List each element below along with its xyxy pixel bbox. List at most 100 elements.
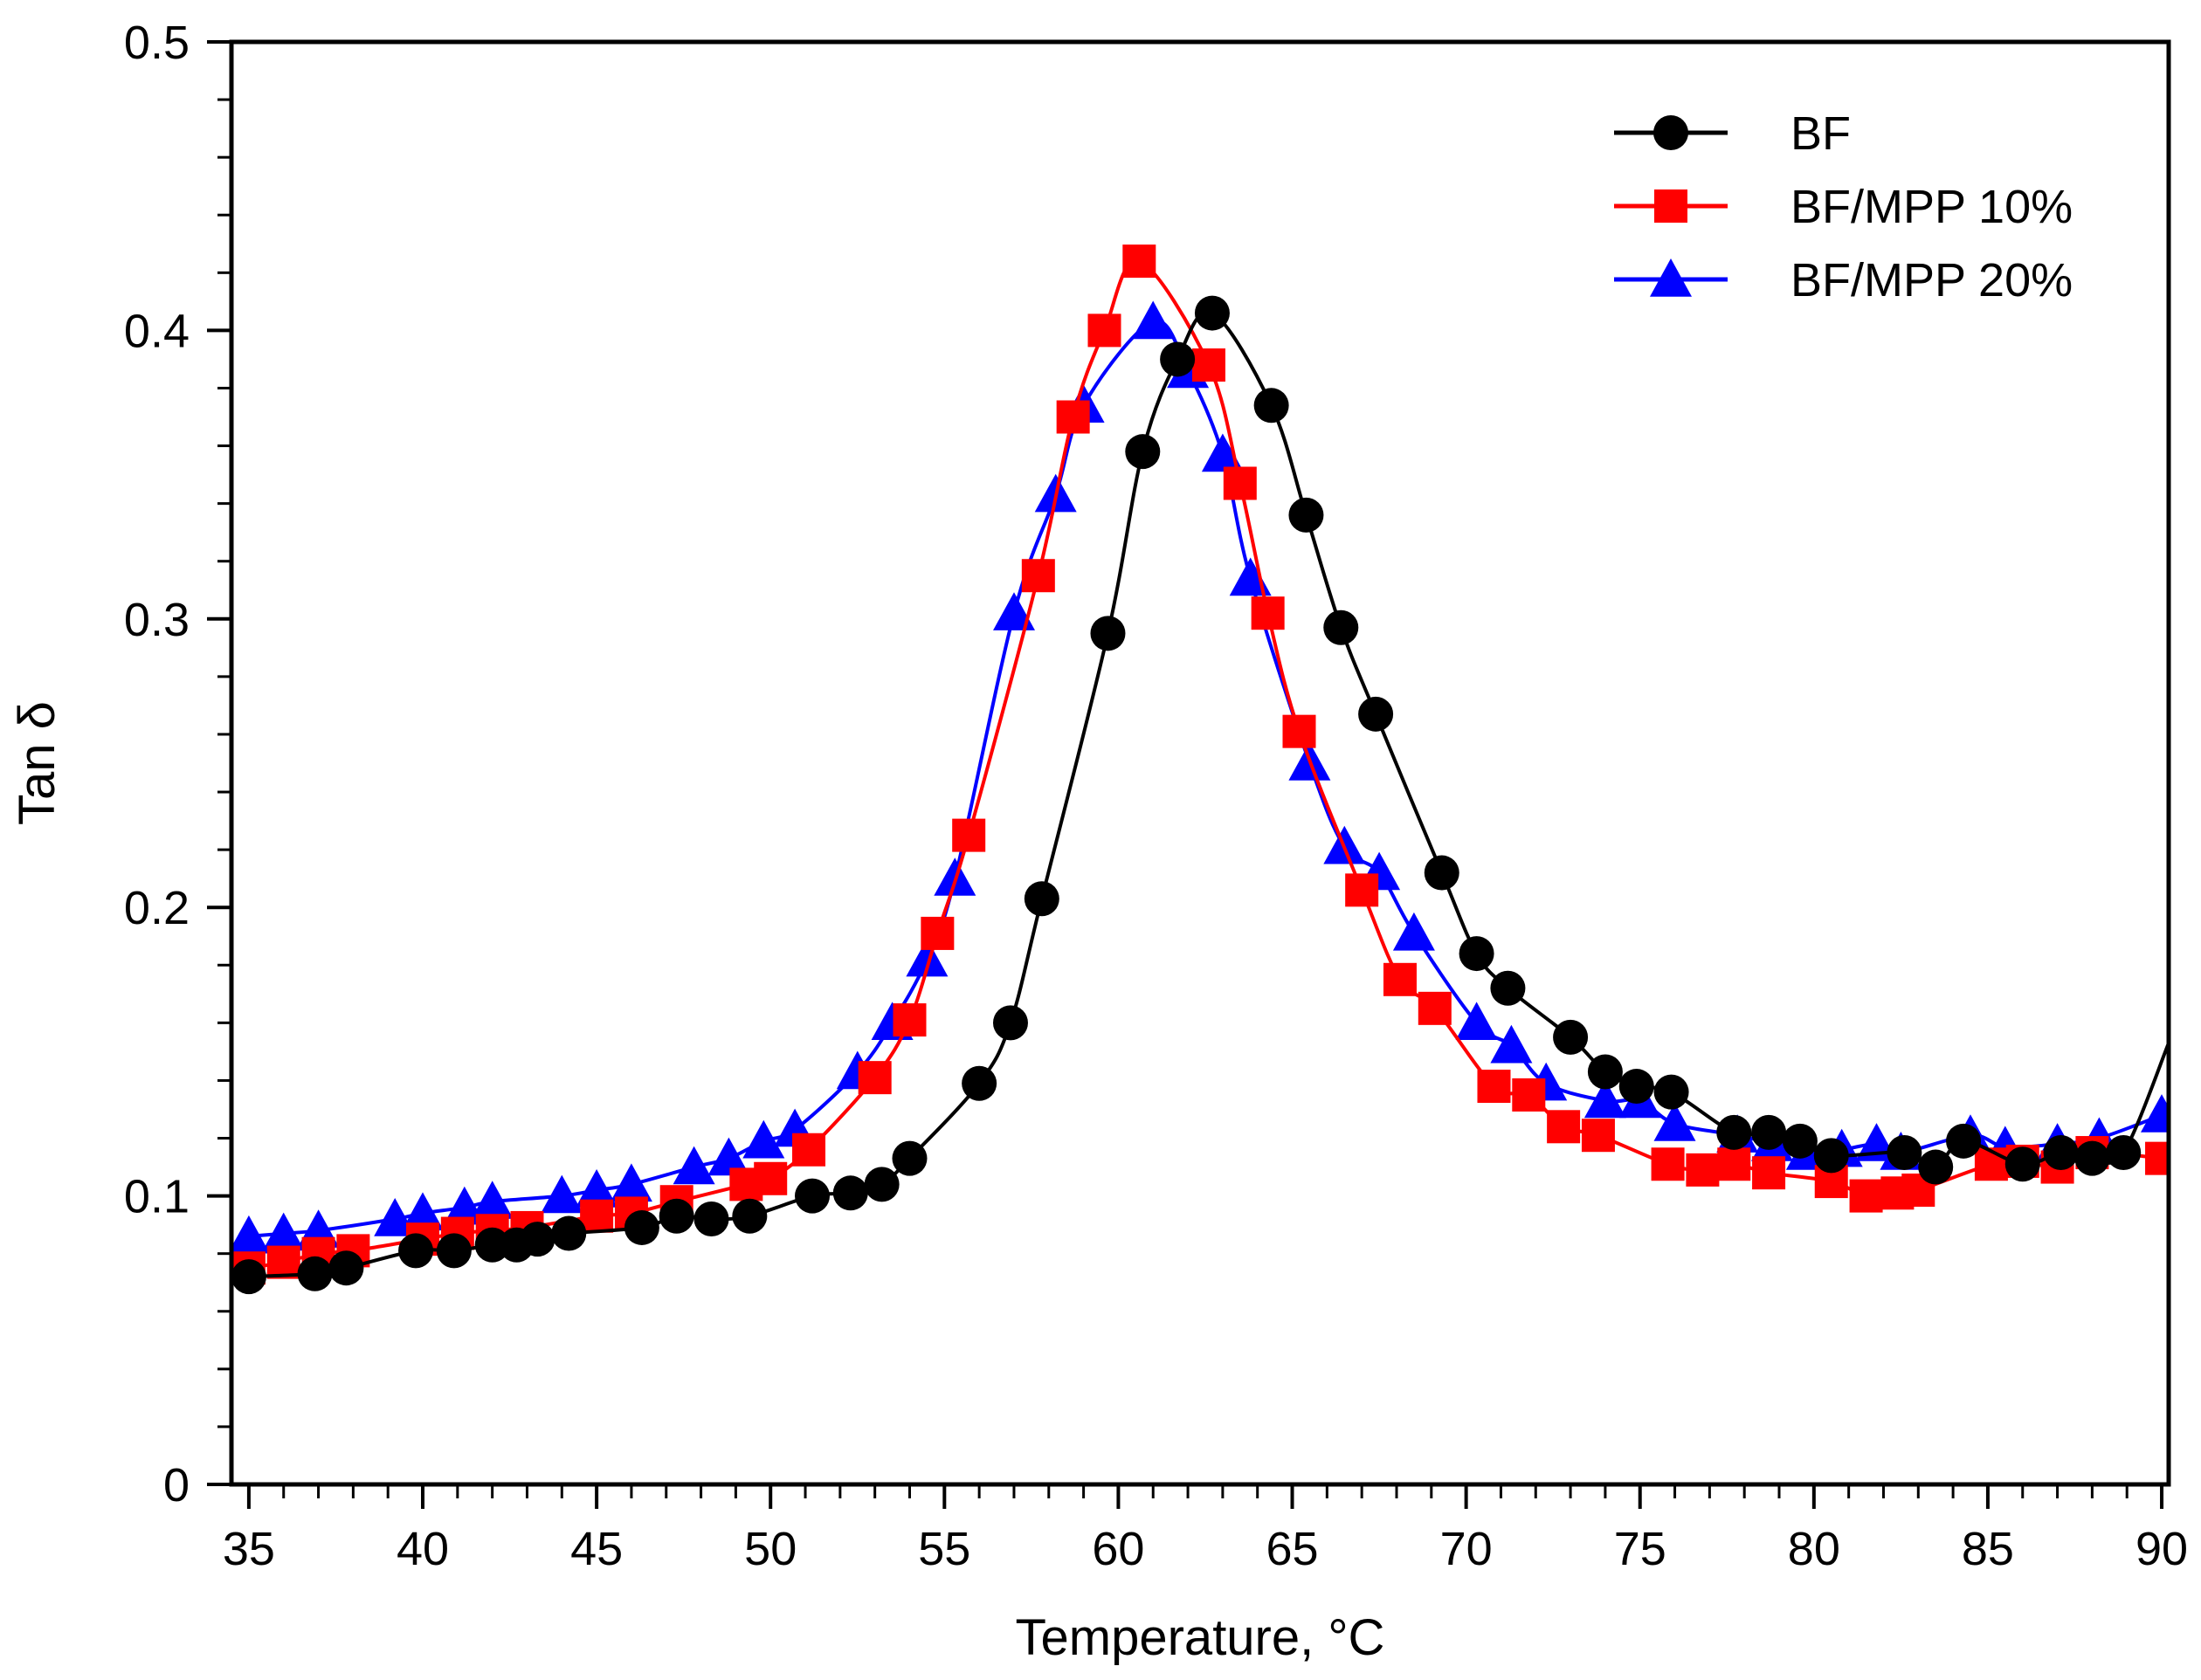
data-point — [992, 1005, 1028, 1041]
data-point — [436, 1233, 472, 1269]
data-point — [471, 1181, 514, 1219]
data-point — [398, 1233, 434, 1269]
y-tick-label: 0 — [163, 1459, 190, 1511]
legend-marker — [1653, 115, 1688, 150]
data-point — [1651, 1147, 1685, 1181]
data-point — [262, 1212, 305, 1251]
data-point — [1887, 1135, 1922, 1171]
data-point — [1191, 348, 1225, 382]
legend: BF BF/MPP 10% BF/MPP 20% — [1614, 107, 2073, 306]
data-point — [1653, 1074, 1689, 1110]
data-point — [1752, 1156, 1786, 1190]
legend-item: BF/MPP 10% — [1614, 181, 2073, 233]
data-point — [328, 1250, 364, 1286]
data-point — [707, 1137, 750, 1176]
data-point — [1490, 1024, 1533, 1064]
data-point — [231, 1215, 270, 1254]
y-tick-label: 0.2 — [124, 882, 190, 934]
data-point — [1090, 616, 1126, 651]
y-tick-label: 0.1 — [124, 1171, 190, 1223]
data-point — [795, 1178, 831, 1214]
data-point — [541, 1174, 583, 1214]
data-point — [1323, 609, 1359, 645]
data-point — [1194, 295, 1230, 331]
data-point — [1716, 1114, 1752, 1150]
data-point — [1477, 1070, 1511, 1104]
data-point — [1813, 1138, 1849, 1174]
data-point — [921, 916, 955, 950]
data-point — [1125, 434, 1161, 470]
data-point — [1056, 400, 1090, 434]
data-point — [1547, 1110, 1581, 1144]
x-tick-label: 55 — [918, 1523, 970, 1575]
axes-layer: 0 0.1 0.2 0.3 0.4 0.5 35 40 45 50 55 60 65 70 75 80 85 90 — [124, 17, 2188, 1575]
data-point — [1751, 1114, 1787, 1150]
y-tick-label: 0.5 — [124, 17, 190, 69]
x-tick-label: 35 — [223, 1523, 275, 1575]
data-point — [2074, 1140, 2110, 1176]
data-point — [2141, 1094, 2169, 1133]
x-tick-label: 70 — [1440, 1523, 1493, 1575]
data-point — [1653, 1103, 1696, 1141]
legend-label: BF/MPP 10% — [1790, 181, 2073, 233]
data-point — [1132, 300, 1175, 340]
data-point — [1587, 1054, 1623, 1090]
series-bf-mpp-10- — [231, 244, 2169, 1285]
data-point — [231, 1259, 266, 1295]
x-tick-label: 80 — [1788, 1523, 1840, 1575]
data-point — [402, 1192, 444, 1231]
data-point — [832, 1175, 868, 1211]
data-point — [624, 1209, 659, 1245]
y-tick-label: 0.4 — [124, 305, 190, 357]
data-point — [1782, 1123, 1818, 1159]
data-point — [1160, 341, 1196, 377]
data-point — [993, 592, 1035, 630]
data-point — [1223, 466, 1257, 500]
legend-marker — [1654, 189, 1687, 223]
data-point — [1581, 1119, 1615, 1153]
data-point — [1849, 1179, 1883, 1213]
data-point — [1024, 881, 1059, 917]
data-point — [1583, 1079, 1626, 1119]
series-bf — [231, 295, 2169, 1295]
data-point — [580, 1199, 614, 1233]
y-axis-title: Tan δ — [9, 701, 66, 825]
data-point — [792, 1133, 826, 1167]
data-point — [1021, 559, 1055, 593]
data-point — [893, 1003, 927, 1037]
x-tick-label: 60 — [1092, 1523, 1144, 1575]
data-point — [962, 1065, 997, 1101]
legend-item: BF/MPP 20% — [1614, 254, 2073, 306]
data-point — [2043, 1135, 2079, 1171]
data-point — [1282, 714, 1316, 748]
data-point — [1383, 962, 1417, 996]
x-tick-label: 65 — [1266, 1523, 1318, 1575]
x-tick-label: 75 — [1614, 1523, 1666, 1575]
data-point — [1455, 1002, 1498, 1040]
data-point — [576, 1169, 618, 1208]
data-point — [1358, 696, 1394, 732]
data-point — [2106, 1135, 2142, 1171]
data-point — [892, 1140, 928, 1176]
data-point — [610, 1163, 652, 1202]
data-point — [906, 938, 949, 977]
x-tick-label: 50 — [744, 1523, 797, 1575]
y-tick-label: 0.3 — [124, 594, 190, 646]
data-point — [2004, 1146, 2040, 1182]
data-point — [864, 1167, 900, 1202]
data-point — [673, 1146, 715, 1185]
data-point — [1424, 855, 1459, 891]
legend-item: BF — [1614, 107, 1851, 160]
data-point — [1253, 388, 1289, 423]
data-point — [1946, 1123, 1982, 1159]
x-tick-label: 40 — [397, 1523, 449, 1575]
data-point — [1122, 244, 1156, 279]
x-tick-label: 85 — [1962, 1523, 2014, 1575]
data-point — [1345, 873, 1379, 907]
data-point — [754, 1161, 788, 1195]
legend-label: BF/MPP 20% — [1790, 254, 2073, 306]
x-axis-title: Temperature, °C — [1016, 1609, 1385, 1666]
data-point — [1918, 1149, 1954, 1185]
